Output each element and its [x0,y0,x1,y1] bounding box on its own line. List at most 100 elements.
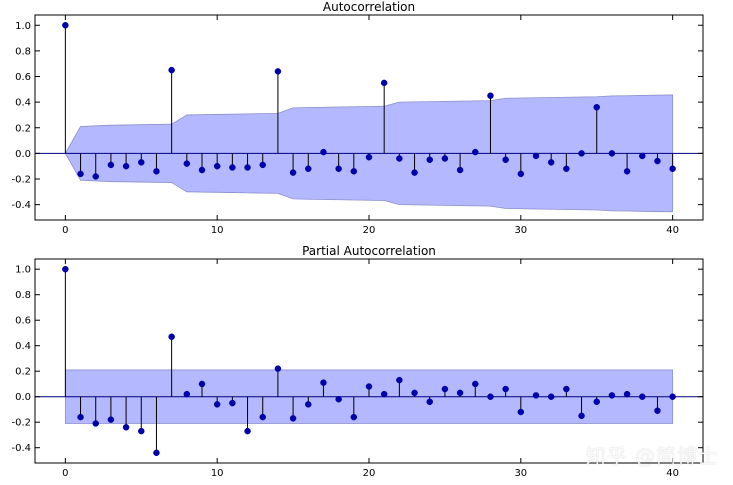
marker-lag-18 [335,396,342,403]
ytick-label: 0.4 [15,98,31,109]
xtick-label: 20 [363,468,376,479]
marker-lag-16 [305,165,312,172]
marker-lag-7 [168,66,175,74]
marker-lag-40 [669,165,676,172]
marker-lag-23 [411,169,418,176]
ytick-label: -0.2 [11,175,31,186]
marker-lag-8 [183,160,191,167]
axes-frame [34,258,704,464]
marker-lag-34 [578,150,585,157]
chart-title: Autocorrelation [323,0,415,14]
marker-lag-5 [138,427,145,435]
ytick-label: -0.2 [11,418,31,429]
chart-title: Partial Autocorrelation [302,244,436,258]
marker-lag-7 [168,333,175,341]
xtick-label: 0 [62,468,68,479]
marker-lag-21 [380,79,388,87]
ytick-label: 0.8 [15,290,31,301]
marker-lag-29 [502,385,509,393]
ytick-label: 0.6 [15,72,31,83]
marker-lag-6 [153,449,160,457]
marker-lag-37 [623,168,631,175]
marker-lag-39 [654,407,661,414]
marker-lag-11 [229,164,236,171]
marker-lag-28 [487,393,494,400]
marker-lag-39 [654,157,661,165]
marker-lag-4 [122,162,130,170]
marker-lag-0 [62,22,69,29]
ytick-label: 0.8 [15,46,31,57]
marker-lag-18 [335,165,342,172]
marker-lag-9 [198,380,206,388]
marker-lag-31 [532,152,540,160]
marker-lag-24 [426,156,433,164]
marker-lag-17 [320,379,327,386]
marker-lag-5 [138,159,145,166]
marker-lag-26 [456,389,464,397]
marker-lag-34 [578,412,585,420]
marker-lag-16 [305,401,312,408]
ytick-label: 1.0 [15,265,31,276]
marker-lag-30 [517,170,525,178]
marker-lag-22 [396,155,403,162]
marker-lag-35 [593,398,600,406]
ytick-label: 0.0 [15,392,31,403]
marker-lag-33 [563,385,570,393]
marker-lag-20 [365,153,373,161]
marker-lag-17 [320,148,327,156]
marker-lag-12 [244,427,251,435]
marker-lag-0 [62,265,69,273]
marker-lag-32 [547,159,555,166]
marker-lag-22 [396,376,403,384]
marker-lag-36 [608,150,616,157]
marker-lag-2 [92,420,99,427]
marker-lag-9 [198,166,206,174]
marker-lag-31 [532,392,540,399]
marker-lag-40 [669,393,676,400]
xtick-label: 0 [62,225,68,236]
marker-lag-25 [441,385,449,393]
marker-lag-21 [380,390,388,398]
xtick-label: 30 [514,225,527,236]
marker-lag-15 [289,169,297,176]
marker-lag-19 [350,168,358,175]
watermark: 知乎 @简博士 [585,444,719,468]
xtick-label: 10 [211,468,224,479]
marker-lag-27 [472,148,479,156]
marker-lag-24 [426,398,433,406]
marker-lag-8 [183,390,191,398]
ytick-label: 0.6 [15,316,31,327]
marker-lag-12 [244,164,251,171]
marker-lag-29 [502,156,509,164]
marker-lag-32 [547,393,555,400]
marker-lag-38 [639,393,646,400]
marker-lag-13 [259,161,266,169]
marker-lag-36 [608,392,616,399]
marker-lag-35 [593,104,600,111]
marker-lag-33 [563,165,570,172]
marker-lag-15 [289,415,297,422]
marker-lag-1 [77,170,84,178]
marker-lag-26 [456,166,464,174]
marker-lag-14 [274,365,282,372]
marker-lag-19 [350,413,358,421]
marker-lag-2 [92,173,99,180]
xtick-label: 20 [363,225,376,236]
marker-lag-14 [274,68,282,75]
marker-lag-23 [411,389,418,397]
marker-lag-13 [259,413,266,421]
marker-lag-27 [472,380,479,388]
marker-lag-10 [213,162,221,170]
marker-lag-10 [213,401,221,408]
marker-lag-4 [122,424,130,431]
ytick-label: 0.0 [15,149,31,160]
ytick-label: 0.2 [15,123,31,134]
marker-lag-1 [77,413,84,421]
xtick-label: 30 [514,468,527,479]
marker-lag-3 [107,416,115,423]
ytick-label: 0.4 [15,341,31,352]
xtick-label: 40 [666,225,679,236]
marker-lag-25 [441,155,449,162]
